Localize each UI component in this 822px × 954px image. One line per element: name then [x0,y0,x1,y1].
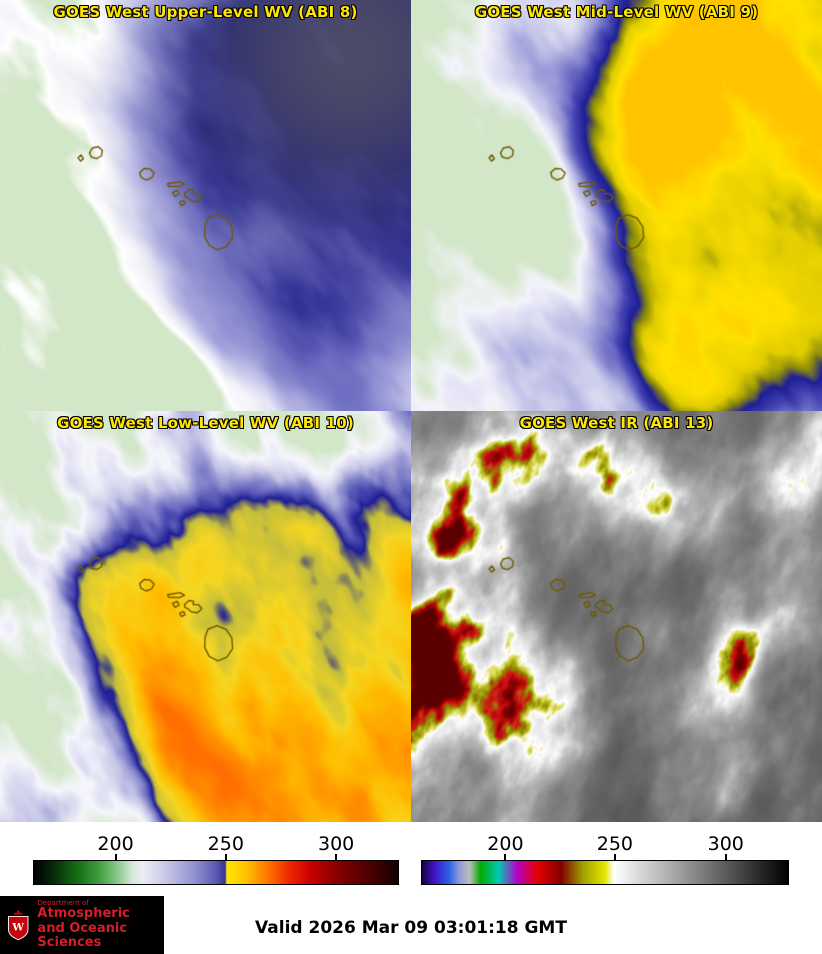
wv-tick-250: 250 [207,833,244,855]
panel-title-abi13: GOES West IR (ABI 13) [519,414,714,432]
logo-line2: and Oceanic Sciences [37,920,128,950]
footer: W Department of Atmospheric and Oceanic … [0,888,822,954]
logo-line1: Atmospheric [37,906,130,922]
colorbar-section: 200 250 300 200 250 300 [0,822,822,888]
wv-tickmark [335,854,338,861]
svg-text:W: W [11,921,24,933]
panel-title-abi9: GOES West Mid-Level WV (ABI 9) [474,3,759,21]
ir-tick-200: 200 [487,833,524,855]
ir-colorbar: 200 250 300 [421,833,789,885]
panel-ir: GOES West IR (ABI 13) [411,411,822,822]
panel-low-level-wv: GOES West Low-Level WV (ABI 10) [0,411,411,822]
wv-colorbar-group: 200 250 300 [0,822,411,888]
logo-text: Department of Atmospheric and Oceanic Sc… [37,898,158,951]
ir-tick-300: 300 [707,833,744,855]
wv-tick-300: 300 [317,833,355,855]
satellite-image-abi13 [411,411,822,822]
satellite-grid: GOES West Upper-Level WV (ABI 8) GOES We… [0,0,822,822]
wv-tickmark [114,854,117,861]
panel-title-abi8: GOES West Upper-Level WV (ABI 8) [53,3,358,21]
ir-tickmark [613,854,616,861]
satellite-image-abi10 [0,411,411,822]
ir-colorbar-group: 200 250 300 [411,822,822,888]
uw-aos-logo: W Department of Atmospheric and Oceanic … [0,896,164,954]
wv-colorbar: 200 250 300 [33,833,399,885]
wv-tick-200: 200 [97,833,134,855]
wv-tickmark [224,854,227,861]
valid-timestamp: Valid 2026 Mar 09 03:01:18 GMT [255,918,567,938]
satellite-image-abi8 [0,0,411,411]
ir-tickmark [724,854,727,861]
ir-tickmark [504,854,507,861]
uw-crest-icon: W [7,909,29,941]
panel-mid-level-wv: GOES West Mid-Level WV (ABI 9) [411,0,822,411]
panel-title-abi10: GOES West Low-Level WV (ABI 10) [57,414,354,432]
satellite-image-abi9 [411,0,822,411]
logo-dept-small: Department of [37,898,89,907]
ir-tick-250: 250 [596,833,634,855]
panel-upper-level-wv: GOES West Upper-Level WV (ABI 8) [0,0,411,411]
